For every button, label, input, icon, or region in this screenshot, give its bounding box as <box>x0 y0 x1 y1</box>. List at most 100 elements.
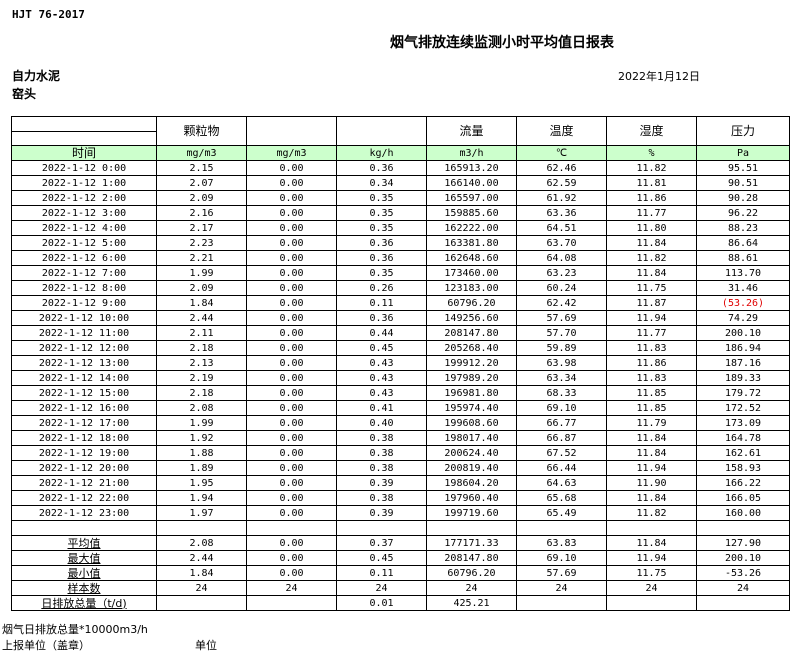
value-cell: 0.43 <box>336 385 427 401</box>
time-cell: 2022-1-12 11:00 <box>11 325 157 341</box>
summary-row: 样本数 24 24 24 24 24 24 24 <box>11 580 790 596</box>
value-cell: 63.23 <box>516 265 607 281</box>
value-cell: 0.38 <box>336 460 427 476</box>
value-cell: 66.87 <box>516 430 607 446</box>
table-row: 2022-1-12 18:00 1.92 0.00 0.38 198017.40 66.8… <box>11 430 790 446</box>
value-cell: 200.10 <box>696 325 790 341</box>
value-cell: 2.07 <box>156 175 247 191</box>
value-cell: 57.69 <box>516 310 607 326</box>
empty-cell <box>426 520 517 536</box>
value-cell: 0.39 <box>336 475 427 491</box>
value-cell: 149256.60 <box>426 310 517 326</box>
value-cell: 199719.60 <box>426 505 517 521</box>
table-row: 2022-1-12 17:00 1.99 0.00 0.40 199608.60 66.7… <box>11 415 790 431</box>
value-cell: 166.05 <box>696 490 790 506</box>
column-header: 颗粒物 <box>156 116 247 146</box>
value-cell: 62.46 <box>516 160 607 176</box>
time-cell: 2022-1-12 14:00 <box>11 370 157 386</box>
value-cell: 0.00 <box>246 280 337 296</box>
column-header: 温度 <box>516 116 607 146</box>
value-cell: 158.93 <box>696 460 790 476</box>
header-row: 颗粒物 流量 温度 湿度 压力 <box>11 116 790 146</box>
value-cell: 200624.40 <box>426 445 517 461</box>
value-cell: 0.00 <box>246 235 337 251</box>
value-cell: 0.40 <box>336 415 427 431</box>
value-cell: 163381.80 <box>426 235 517 251</box>
summary-value: -53.26 <box>696 565 790 581</box>
footer-reporter: 上报单位（盖章） <box>2 639 90 652</box>
value-cell: 88.23 <box>696 220 790 236</box>
summary-label: 平均值 <box>11 535 157 551</box>
value-cell: 0.00 <box>246 250 337 266</box>
summary-value: 24 <box>156 580 247 596</box>
unit-cell: Pa <box>696 145 790 161</box>
empty-cell <box>696 520 790 536</box>
value-cell: 166140.00 <box>426 175 517 191</box>
value-cell: 173.09 <box>696 415 790 431</box>
value-cell: 2.19 <box>156 370 247 386</box>
value-cell: 113.70 <box>696 265 790 281</box>
value-cell: 2.21 <box>156 250 247 266</box>
summary-row: 平均值 2.08 0.00 0.37 177171.33 63.83 11.84 127.90 <box>11 535 790 551</box>
value-cell: 198604.20 <box>426 475 517 491</box>
value-cell: 164.78 <box>696 430 790 446</box>
value-cell: 0.34 <box>336 175 427 191</box>
value-cell: 162222.00 <box>426 220 517 236</box>
summary-value: 24 <box>426 580 517 596</box>
time-cell: 2022-1-12 20:00 <box>11 460 157 476</box>
value-cell: 69.10 <box>516 400 607 416</box>
value-cell: 66.77 <box>516 415 607 431</box>
table-row: 2022-1-12 5:00 2.23 0.00 0.36 163381.80 63.70… <box>11 235 790 251</box>
value-cell: 0.00 <box>246 460 337 476</box>
value-cell: 74.29 <box>696 310 790 326</box>
footer-note: 烟气日排放总量*10000m3/h <box>2 623 148 636</box>
value-cell: 67.52 <box>516 445 607 461</box>
value-cell: 1.84 <box>156 295 247 311</box>
value-cell: 0.45 <box>336 340 427 356</box>
time-cell: 2022-1-12 16:00 <box>11 400 157 416</box>
value-cell: 11.84 <box>606 235 697 251</box>
time-cell: 2022-1-12 21:00 <box>11 475 157 491</box>
table-row: 2022-1-12 7:00 1.99 0.00 0.35 173460.00 63.23… <box>11 265 790 281</box>
table-row: 2022-1-12 0:00 2.15 0.00 0.36 165913.20 62.46… <box>11 160 790 176</box>
value-cell: 205268.40 <box>426 340 517 356</box>
summary-row: 日排放总量（t/d) 0.01 425.21 <box>11 595 790 611</box>
value-cell: 2.08 <box>156 400 247 416</box>
summary-value: 24 <box>246 580 337 596</box>
value-cell: 2.13 <box>156 355 247 371</box>
time-cell: 2022-1-12 9:00 <box>11 295 157 311</box>
value-cell: 11.79 <box>606 415 697 431</box>
time-cell: 2022-1-12 22:00 <box>11 490 157 506</box>
value-cell: 11.84 <box>606 265 697 281</box>
value-cell: 11.87 <box>606 295 697 311</box>
units-row: 时间 mg/m3 mg/m3 kg/h m3/h ℃% Pa <box>11 145 790 161</box>
time-cell: 2022-1-12 8:00 <box>11 280 157 296</box>
time-cell: 2022-1-12 5:00 <box>11 235 157 251</box>
value-cell: 0.44 <box>336 325 427 341</box>
empty-cell <box>516 520 607 536</box>
table-row: 2022-1-12 4:00 2.17 0.00 0.35 162222.00 64.51… <box>11 220 790 236</box>
value-cell: 0.36 <box>336 235 427 251</box>
time-cell: 2022-1-12 1:00 <box>11 175 157 191</box>
company-name: 自力水泥 <box>12 69 61 83</box>
value-cell: 1.88 <box>156 445 247 461</box>
time-cell: 2022-1-12 12:00 <box>11 340 157 356</box>
value-cell: 2.11 <box>156 325 247 341</box>
value-cell: 0.00 <box>246 265 337 281</box>
value-cell: 165597.00 <box>426 190 517 206</box>
site-name: 窑头 <box>12 87 37 101</box>
summary-row: 最小值 1.84 0.00 0.11 60796.20 57.69 11.75 -53.26 <box>11 565 790 581</box>
table-row: 2022-1-12 21:00 1.95 0.00 0.39 198604.20 64.6… <box>11 475 790 491</box>
value-cell: 62.42 <box>516 295 607 311</box>
summary-value: 1.84 <box>156 565 247 581</box>
time-cell: 2022-1-12 18:00 <box>11 430 157 446</box>
value-cell: 1.95 <box>156 475 247 491</box>
unit-cell: m3/h <box>426 145 517 161</box>
time-cell: 2022-1-12 0:00 <box>11 160 157 176</box>
table-row: 2022-1-12 9:00 1.84 0.00 0.11 60796.20 62.42 1… <box>11 295 790 311</box>
value-cell: 0.00 <box>246 295 337 311</box>
value-cell: 11.80 <box>606 220 697 236</box>
value-cell: 0.43 <box>336 355 427 371</box>
table-row: 2022-1-12 6:00 2.21 0.00 0.36 162648.60 64.08… <box>11 250 790 266</box>
summary-value: 2.44 <box>156 550 247 566</box>
